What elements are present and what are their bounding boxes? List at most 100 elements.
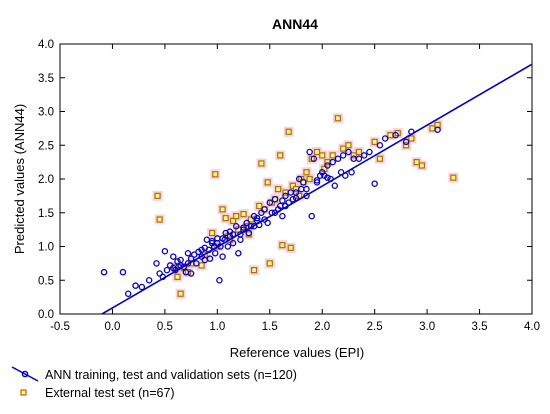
external-point [376,155,384,162]
external-point [289,182,296,189]
external-point [154,192,161,199]
training-point [331,182,339,189]
external-point [408,135,415,142]
y-tick-label: 2.5 [38,140,54,152]
training-point [271,195,279,203]
training-point [371,180,378,187]
external-point [355,148,363,156]
training-point [187,270,195,277]
training-point [243,219,250,227]
training-point [235,249,242,257]
external-point [350,152,357,159]
training-point [208,237,216,245]
training-point [313,179,321,186]
external-point [198,262,205,269]
training-point [345,148,352,156]
training-point [170,264,177,272]
training-point [216,276,223,284]
training-point [180,263,188,270]
external-point [243,223,250,230]
external-point [250,267,258,274]
external-point [177,290,184,297]
legend-label-external: External test set (n=67) [45,386,175,400]
external-point [156,216,163,223]
training-point [261,206,268,213]
external-point [387,132,394,139]
training-point [313,177,321,184]
y-tick-label: 1.5 [38,208,54,220]
training-point [184,249,192,257]
external-point [313,148,321,156]
external-point [275,186,282,193]
training-point [240,224,247,231]
training-point [310,155,318,162]
external-point [303,169,310,176]
external-point [418,162,425,169]
x-tick-label: 2.5 [367,321,383,333]
training-point [366,148,373,156]
y-tick-label: 3.0 [38,107,54,119]
legend-square-swatch [20,389,27,396]
training-point [279,197,286,204]
external-point [429,125,436,132]
external-point [334,115,342,122]
external-point [266,260,273,267]
training-point [306,148,313,156]
external-point [256,202,263,210]
y-axis-title: Predicted values (ANN44) [12,104,27,254]
training-point [339,152,347,159]
x-tick-label: 3.0 [419,321,435,333]
y-tick-label: 2.0 [38,174,54,186]
x-tick-label: 1.0 [209,321,225,333]
external-point [258,160,265,167]
training-point [324,162,331,169]
external-point [264,179,271,186]
training-point [250,222,258,230]
y-tick-label: 1.0 [38,242,54,254]
legend: ANN training, test and validation sets (… [11,366,297,400]
training-point [201,244,208,252]
external-point [403,142,410,149]
external-point [233,213,240,220]
training-point [187,255,195,262]
external-point [371,138,378,145]
training-point [211,249,219,257]
external-point [212,171,219,178]
external-point [240,211,247,218]
x-tick-label: 4.0 [524,321,540,333]
training-point [266,199,274,206]
y-tick-label: 4.0 [38,39,54,51]
external-point [174,273,181,280]
x-tick-label: -0.5 [50,321,70,333]
external-point [219,206,226,213]
external-point [208,229,216,237]
training-point [329,158,336,166]
external-point [277,152,284,159]
legend-item-training: ANN training, test and validation sets (… [11,366,297,382]
x-axis-title: Reference values (EPI) [230,345,364,360]
legend-item-external: External test set (n=67) [20,386,175,400]
training-point [360,152,368,159]
external-point [340,145,347,152]
training-point [279,212,286,220]
external-point [229,217,237,224]
training-point [308,212,315,220]
training-point [402,138,410,146]
training-point [289,195,297,203]
training-point [219,253,226,260]
training-point [392,131,399,139]
training-point [124,290,132,297]
training-point [224,243,232,250]
training-point [206,255,214,262]
external-point [450,174,457,181]
training-point [132,282,139,289]
training-point [100,268,108,276]
training-point [119,268,127,276]
external-point [329,152,336,159]
x-tick-label: 0.0 [104,321,120,333]
training-point [295,175,303,183]
training-point [153,260,160,267]
external-point [319,152,326,159]
training-point [300,179,307,186]
